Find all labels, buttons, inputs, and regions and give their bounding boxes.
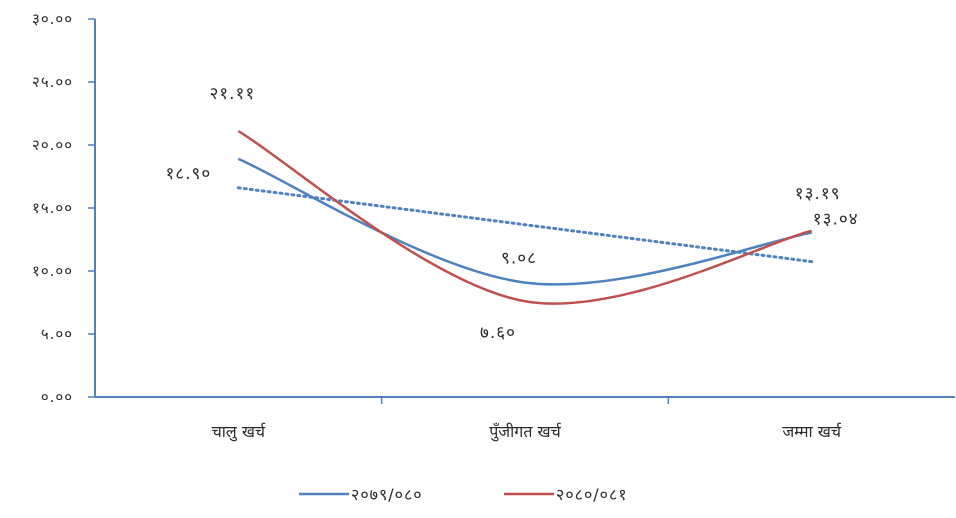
y-tick-label: १०.००	[32, 262, 73, 280]
y-tick-label: २०.००	[32, 136, 73, 154]
y-tick-label: ३०.००	[32, 10, 73, 28]
y-tick-label: १५.००	[32, 199, 73, 217]
data-label: १८.९०	[165, 164, 211, 184]
legend: २०७९/०८० २०८०/०८१	[299, 485, 628, 504]
x-category-label: जम्मा खर्च	[782, 422, 842, 441]
data-label: १३.१९	[795, 184, 841, 204]
x-axis: चालु खर्च पुँजीगत खर्च जम्मा खर्च	[95, 396, 955, 442]
series-layer	[237, 129, 812, 305]
y-tick-label: ५.००	[41, 325, 73, 343]
data-label: ९.०८	[501, 249, 537, 269]
data-labels-layer: १८.९० ९.०८ १३.०४ २१.११ ७.६० १३.१९	[165, 84, 859, 343]
legend-label-2: २०८०/०८१	[556, 485, 628, 504]
y-tick-label: २५.००	[32, 73, 73, 91]
data-label: १३.०४	[813, 210, 859, 230]
y-tick-label: ०.००	[41, 388, 73, 406]
y-axis: ०.०० ५.०० १०.०० १५.०० २०.०० २५.०० ३०.००	[32, 10, 96, 406]
legend-label-1: २०७९/०८०	[351, 485, 423, 504]
data-label: ७.६०	[480, 323, 516, 343]
x-category-label: पुँजीगत खर्च	[489, 422, 562, 442]
x-category-label: चालु खर्च	[212, 422, 266, 442]
series-line-1	[237, 157, 812, 286]
data-label: २१.११	[209, 84, 255, 104]
series-line-2	[237, 129, 812, 305]
